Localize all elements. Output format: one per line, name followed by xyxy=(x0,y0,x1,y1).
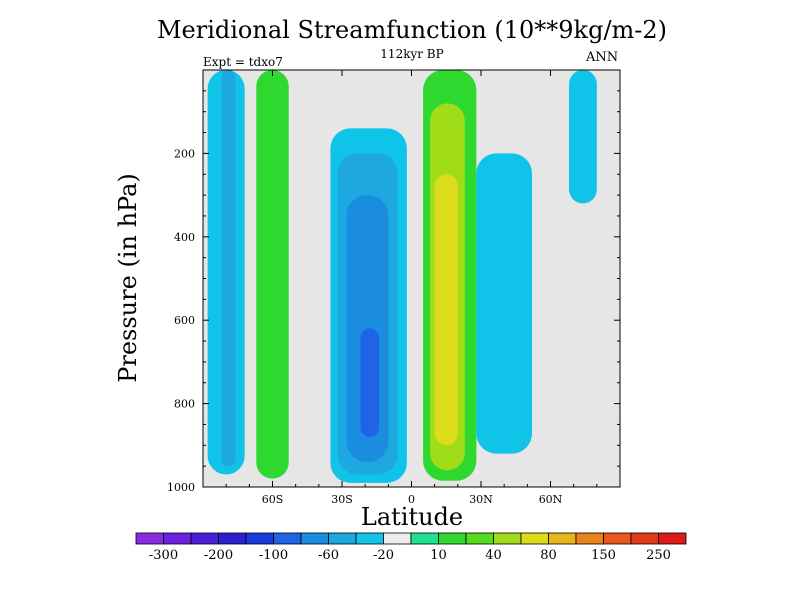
colorbar-label: -60 xyxy=(318,548,339,563)
colorbar-swatch xyxy=(273,532,302,545)
y-axis-ticks: 200 400 600 800 1000 xyxy=(167,90,620,494)
chart-title: Meridional Streamfunction (10**9kg/m-2) xyxy=(156,16,668,44)
x-tick-label: 0 xyxy=(408,493,415,506)
colorbar-swatch xyxy=(575,532,604,545)
contour-regions xyxy=(207,70,597,483)
contour-polar-cell-nh xyxy=(569,70,597,204)
colorbar-swatch xyxy=(383,532,412,545)
colorbar-swatch xyxy=(355,532,384,545)
colorbar-swatch xyxy=(630,532,659,545)
contour-ferrel-cell-nh xyxy=(476,153,532,454)
y-tick-label: 1000 xyxy=(167,481,195,494)
colorbar-label: 10 xyxy=(430,548,447,563)
colorbar-swatch xyxy=(465,532,494,545)
contour-ferrel-cell-sh xyxy=(256,70,289,479)
colorbar-label: 250 xyxy=(646,548,671,563)
y-tick-label: 600 xyxy=(174,314,195,327)
colorbar-swatch xyxy=(328,532,357,545)
y-tick-label: 200 xyxy=(174,147,195,160)
season-label: ANN xyxy=(586,50,619,65)
y-tick-label: 400 xyxy=(174,231,195,244)
contour-hadley-cell-sh-core xyxy=(360,328,380,437)
colorbar-label: 150 xyxy=(591,548,616,563)
experiment-label: Expt = tdxo7 xyxy=(203,55,283,69)
x-tick-label: 60N xyxy=(539,493,563,506)
contour-polar-cell-sh-inner xyxy=(221,70,236,467)
x-axis-label: Latitude xyxy=(360,503,464,531)
colorbar-label: -200 xyxy=(204,548,233,563)
colorbar-label: 40 xyxy=(485,548,502,563)
x-tick-label: 30N xyxy=(469,493,493,506)
colorbar-swatch xyxy=(135,532,164,545)
colorbar-swatch xyxy=(163,532,192,545)
colorbar-swatch xyxy=(603,532,632,545)
colorbar-swatch xyxy=(520,532,549,545)
colorbar: -300 -200 -100 -60 -20 10 40 80 150 250 xyxy=(135,532,687,563)
colorbar-swatch xyxy=(190,532,219,545)
colorbar-label: 80 xyxy=(540,548,557,563)
colorbar-label: -100 xyxy=(259,548,288,563)
x-tick-label: 60S xyxy=(262,493,284,506)
chart-subtitle: 112kyr BP xyxy=(380,47,444,61)
colorbar-swatch xyxy=(438,532,467,545)
colorbar-swatch xyxy=(658,532,687,545)
colorbar-label: -20 xyxy=(373,548,394,563)
x-axis-ticks: 60S 30S 0 30N 60N xyxy=(225,70,598,506)
colorbar-swatch xyxy=(218,532,247,545)
contour-hadley-cell-nh-core xyxy=(434,174,458,446)
x-tick-label: 30S xyxy=(331,493,353,506)
colorbar-swatch xyxy=(245,532,274,545)
colorbar-swatch xyxy=(548,532,577,545)
colorbar-swatch xyxy=(410,532,439,545)
y-tick-label: 800 xyxy=(174,398,195,411)
colorbar-swatch xyxy=(300,532,329,545)
colorbar-swatch xyxy=(493,532,522,545)
colorbar-label: -300 xyxy=(149,548,178,563)
